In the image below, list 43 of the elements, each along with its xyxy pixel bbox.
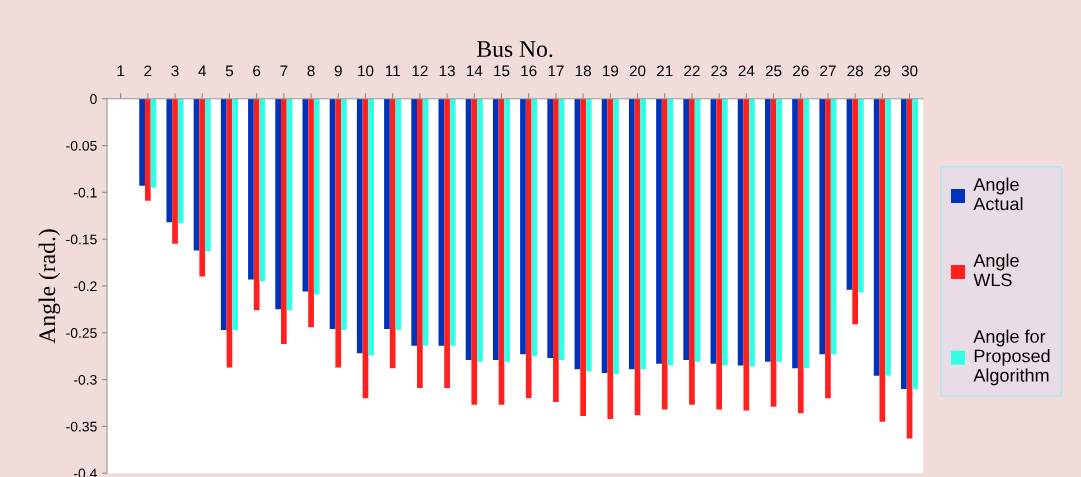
x-tick-label: 19 [602,65,619,77]
x-tick-label: 23 [711,65,727,77]
x-tick-label: 22 [684,65,700,77]
x-tick-label: 17 [548,65,564,77]
x-tick-label: 25 [765,65,782,77]
x-tick-label: 1 [117,65,125,77]
x-tick-label: 7 [280,65,288,77]
y-tick-label: -0.25 [66,328,97,338]
x-tick-label: 29 [874,65,891,77]
x-tick-label: 8 [307,65,315,77]
x-tick-label: 20 [629,65,646,77]
x-tick-label: 12 [412,65,428,77]
x-tick-label: 18 [575,65,591,77]
x-tick-label: 15 [494,65,510,77]
x-tick-label: 13 [439,65,455,77]
y-tick-label: 0 [90,94,97,104]
y-tick-label: -0.2 [73,281,97,292]
x-tick-label: 5 [225,65,234,77]
legend-label: Angle for Proposed Algorithm [973,329,1050,386]
y-tick-label: -0.1 [73,187,97,198]
x-tick-label: 26 [793,65,809,77]
y-tick-label: -0.3 [73,374,97,385]
y-tick-label: -0.05 [66,140,97,151]
y-tick-label: -0.35 [66,421,97,432]
x-tick-label: 3 [171,65,179,77]
x-tick-label: 14 [466,65,483,77]
y-axis-title: Angle (rad.) [38,229,61,344]
x-tick-label: 16 [521,65,537,77]
x-axis-title: Bus No. [477,41,553,58]
x-tick-label: 30 [901,65,918,77]
legend-label: Angle WLS [973,253,1019,287]
x-tick-label: 2 [144,65,152,77]
legend-label: Angle Actual [973,177,1023,211]
x-tick-label: 9 [334,65,342,77]
x-tick-label: 21 [657,65,673,77]
x-tick-label: 6 [253,65,261,77]
x-tick-label: 27 [820,65,836,77]
x-tick-label: 4 [198,65,207,77]
x-tick-label: 11 [385,65,400,77]
x-tick-label: 24 [738,65,755,77]
x-tick-label: 10 [358,65,374,77]
y-tick-label: -0.15 [66,234,97,245]
x-tick-label: 28 [847,65,863,77]
